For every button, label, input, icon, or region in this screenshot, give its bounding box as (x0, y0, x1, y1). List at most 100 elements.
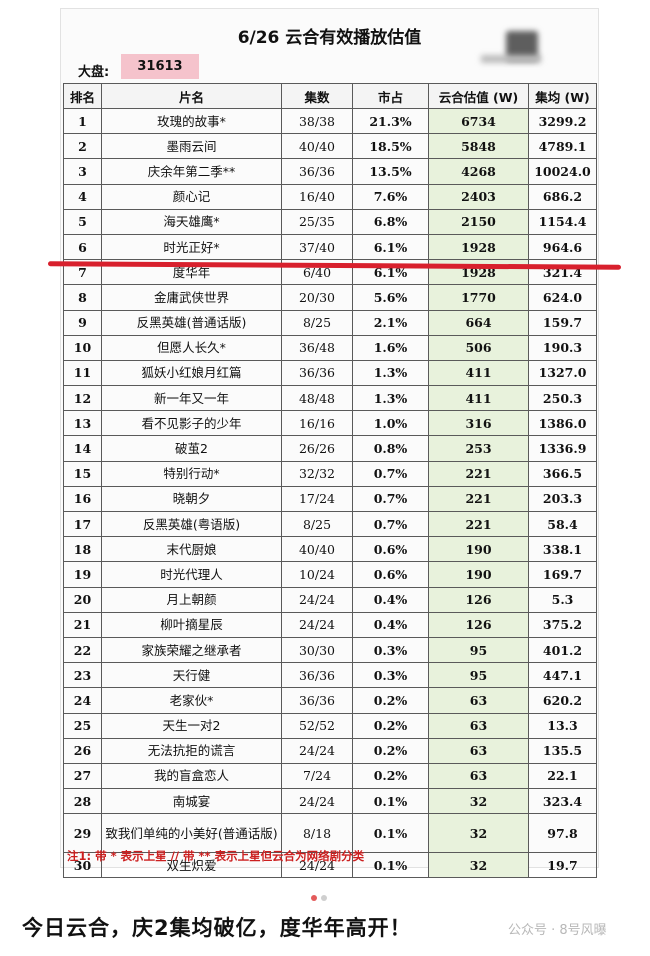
cell-share: 18.5% (352, 133, 429, 160)
cell-share: 21.3% (352, 107, 429, 135)
cell-value: 32 (428, 852, 529, 879)
cell-name: 天行健 (101, 662, 282, 689)
market-total-label: 大盘: (78, 65, 110, 80)
table-row: 11 狐妖小红娘月红篇 36/36 1.3% 411 1327.0 (63, 359, 597, 387)
cell-avg: 1154.4 (528, 208, 597, 235)
cell-name: 南城宴 (101, 788, 282, 815)
cell-avg: 135.5 (528, 737, 597, 764)
cell-rank: 3 (63, 158, 102, 185)
cell-avg: 159.7 (528, 309, 597, 336)
cell-value: 221 (428, 485, 529, 513)
table-row: 19 时光代理人 10/24 0.6% 190 169.7 (63, 561, 597, 588)
cell-name: 末代厨娘 (101, 536, 282, 563)
header-avg: 集均 (W) (528, 83, 597, 109)
cell-name: 颜心记 (101, 183, 282, 210)
cell-avg: 1327.0 (528, 359, 597, 387)
cell-avg: 323.4 (528, 788, 597, 815)
cell-value: 63 (428, 687, 529, 714)
cell-share: 7.6% (352, 183, 429, 210)
cell-avg: 250.3 (528, 385, 597, 412)
cell-name: 狐妖小红娘月红篇 (101, 359, 282, 387)
cell-share: 0.6% (352, 536, 429, 563)
cell-share: 2.1% (352, 309, 429, 336)
table-row: 15 特别行动* 32/32 0.7% 221 366.5 (63, 460, 597, 487)
cell-avg: 169.7 (528, 561, 597, 588)
cell-rank: 24 (63, 687, 102, 714)
cell-avg: 401.2 (528, 636, 597, 664)
cell-episodes: 8/25 (281, 510, 353, 538)
cell-rank: 9 (63, 309, 102, 336)
table-row: 22 家族荣耀之继承者 30/30 0.3% 95 401.2 (63, 636, 597, 664)
cell-value: 32 (428, 813, 529, 854)
cell-share: 6.1% (352, 233, 429, 261)
cell-episodes: 36/36 (281, 687, 353, 714)
table-row: 23 天行健 36/36 0.3% 95 447.1 (63, 662, 597, 689)
cell-value: 5848 (428, 133, 529, 160)
cell-value: 2403 (428, 183, 529, 210)
cell-value: 316 (428, 410, 529, 437)
cell-name: 时光代理人 (101, 561, 282, 588)
cell-avg: 10024.0 (528, 158, 597, 185)
cell-avg: 58.4 (528, 510, 597, 538)
cell-episodes: 17/24 (281, 485, 353, 513)
cell-share: 0.2% (352, 712, 429, 739)
cell-rank: 14 (63, 435, 102, 462)
cell-episodes: 52/52 (281, 712, 353, 739)
cell-avg: 190.3 (528, 334, 597, 361)
cell-share: 0.1% (352, 852, 429, 879)
cell-value: 95 (428, 662, 529, 689)
table-row: 5 海天雄鹰* 25/35 6.8% 2150 1154.4 (63, 208, 597, 235)
cell-avg: 203.3 (528, 485, 597, 513)
cell-value: 1770 (428, 284, 529, 311)
carousel-dot-active[interactable] (311, 895, 317, 901)
cell-value: 6734 (428, 107, 529, 135)
cell-name: 特别行动* (101, 460, 282, 487)
cell-share: 0.2% (352, 762, 429, 790)
cell-episodes: 26/26 (281, 435, 353, 462)
cell-share: 0.7% (352, 485, 429, 513)
cell-value: 506 (428, 334, 529, 361)
cell-rank: 2 (63, 133, 102, 160)
table-row: 26 无法抗拒的谎言 24/24 0.2% 63 135.5 (63, 737, 597, 764)
table-row: 13 看不见影子的少年 16/16 1.0% 316 1386.0 (63, 410, 597, 437)
cell-episodes: 24/24 (281, 586, 353, 613)
cell-rank: 29 (63, 813, 102, 854)
cell-value: 221 (428, 460, 529, 487)
cell-name: 但愿人长久* (101, 334, 282, 361)
cell-value: 411 (428, 359, 529, 387)
table-header-row: 排名 片名 集数 市占 云合估值 (W) 集均 (W) (63, 83, 597, 109)
cell-episodes: 20/30 (281, 284, 353, 311)
ranking-sheet-image: 6/26 云合有效播放估值 大盘: 31613 排名 片名 集数 市占 云合估值… (60, 8, 599, 879)
cell-avg: 366.5 (528, 460, 597, 487)
header-name: 片名 (101, 83, 282, 109)
cell-name: 我的盲盒恋人 (101, 762, 282, 790)
cell-avg: 686.2 (528, 183, 597, 210)
cell-avg: 5.3 (528, 586, 597, 613)
cell-name: 看不见影子的少年 (101, 410, 282, 437)
header-share: 市占 (352, 83, 429, 109)
cell-rank: 30 (63, 852, 102, 879)
cell-avg: 620.2 (528, 687, 597, 714)
table-row: 10 但愿人长久* 36/48 1.6% 506 190.3 (63, 334, 597, 361)
cell-share: 0.3% (352, 636, 429, 664)
cell-episodes: 36/36 (281, 158, 353, 185)
cell-episodes: 36/36 (281, 359, 353, 387)
cell-episodes: 25/35 (281, 208, 353, 235)
cell-rank: 27 (63, 762, 102, 790)
table-row: 29 致我们单纯的小美好(普通话版) 8/18 0.1% 32 97.8 (63, 813, 597, 854)
cell-name: 柳叶摘星辰 (101, 611, 282, 638)
cell-share: 0.3% (352, 662, 429, 689)
cell-episodes: 10/24 (281, 561, 353, 588)
cell-rank: 15 (63, 460, 102, 487)
cell-rank: 26 (63, 737, 102, 764)
cell-name: 墨雨云间 (101, 133, 282, 160)
cell-share: 0.6% (352, 561, 429, 588)
carousel-dot[interactable] (321, 895, 327, 901)
cell-value: 190 (428, 536, 529, 563)
cell-rank: 10 (63, 334, 102, 361)
cell-rank: 16 (63, 485, 102, 513)
cell-rank: 22 (63, 636, 102, 664)
cell-episodes: 32/32 (281, 460, 353, 487)
cell-episodes: 40/40 (281, 133, 353, 160)
table-row: 9 反黑英雄(普通话版) 8/25 2.1% 664 159.7 (63, 309, 597, 336)
